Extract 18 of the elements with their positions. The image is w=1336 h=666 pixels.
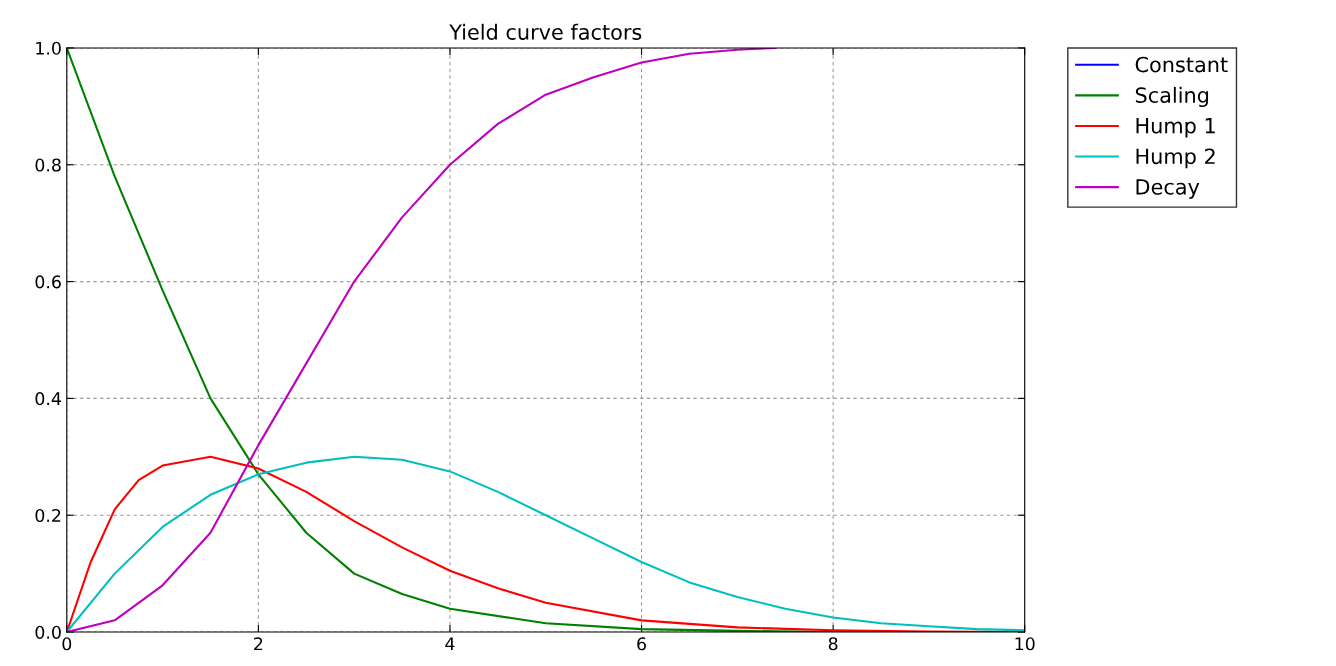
x-tick-label: 2	[254, 637, 263, 651]
legend-label: Constant	[1135, 56, 1228, 73]
legend-label: Decay	[1136, 179, 1200, 199]
legend-label: Hump 1	[1136, 118, 1215, 138]
x-tick-label: 10	[1015, 637, 1035, 651]
y-tick-label: 0.4	[35, 392, 61, 406]
y-tick-label: 0.6	[35, 275, 61, 289]
x-tick-label: 4	[445, 637, 455, 651]
y-tick-label: 0.8	[35, 158, 61, 172]
x-tick-label: 0	[62, 637, 72, 651]
x-tick-label: 8	[828, 637, 838, 651]
x-tick-label: 6	[637, 637, 646, 651]
y-tick-label: 0.2	[35, 508, 61, 523]
chart-title: Yield curve factors	[449, 23, 642, 40]
y-tick-label: 1.0	[36, 41, 61, 55]
y-tick-label: 0.0	[35, 625, 61, 639]
legend-label: Scaling	[1135, 86, 1209, 108]
legend-label: Hump 2	[1136, 148, 1215, 169]
